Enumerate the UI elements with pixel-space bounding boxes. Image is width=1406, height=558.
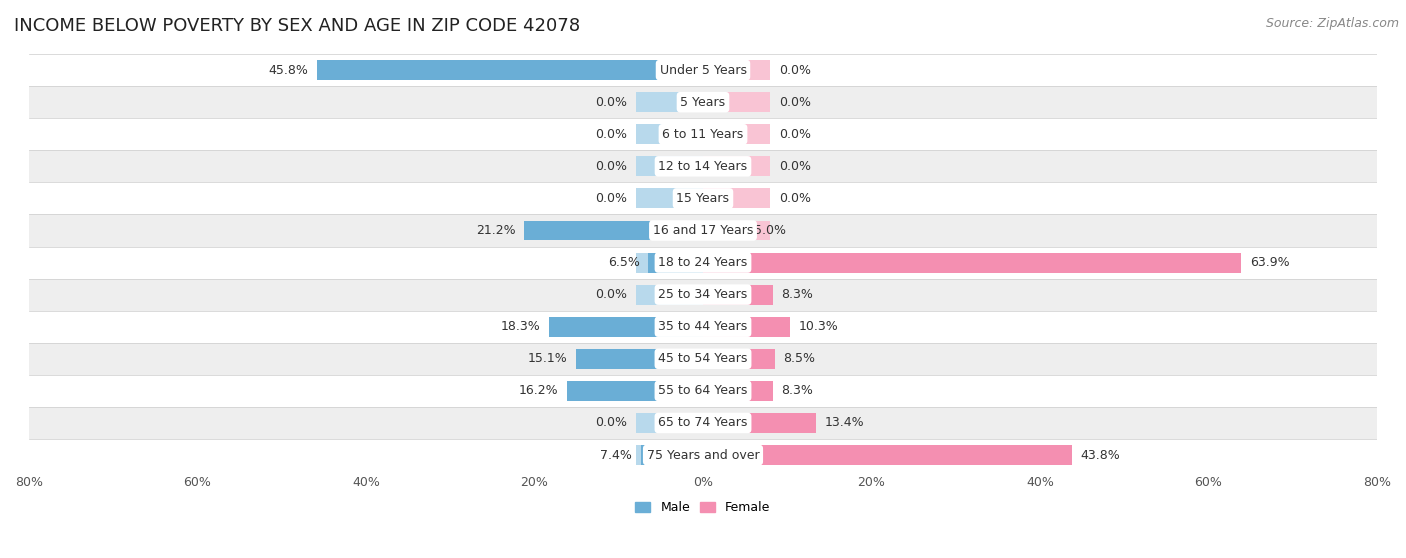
Text: 0.0%: 0.0% — [595, 192, 627, 205]
Bar — [30, 118, 1376, 150]
Bar — [30, 182, 1376, 214]
Text: 8.3%: 8.3% — [782, 288, 813, 301]
Text: Source: ZipAtlas.com: Source: ZipAtlas.com — [1265, 17, 1399, 30]
Bar — [30, 150, 1376, 182]
Bar — [703, 413, 770, 433]
Text: 6.5%: 6.5% — [607, 256, 640, 269]
Text: 0.0%: 0.0% — [595, 95, 627, 109]
Bar — [703, 317, 790, 336]
Text: 63.9%: 63.9% — [1250, 256, 1289, 269]
Bar — [703, 349, 770, 369]
Bar — [636, 381, 703, 401]
Bar — [30, 439, 1376, 471]
Bar — [636, 60, 703, 80]
Text: 35 to 44 Years: 35 to 44 Years — [658, 320, 748, 333]
Text: 6 to 11 Years: 6 to 11 Years — [662, 128, 744, 141]
Bar — [703, 381, 770, 401]
Bar — [576, 349, 703, 369]
Bar — [567, 381, 703, 401]
Text: 5.0%: 5.0% — [754, 224, 786, 237]
Text: 0.0%: 0.0% — [595, 160, 627, 173]
Text: 55 to 64 Years: 55 to 64 Years — [658, 384, 748, 397]
Bar — [30, 343, 1376, 375]
Bar — [703, 189, 770, 208]
Bar — [30, 86, 1376, 118]
Bar — [30, 247, 1376, 278]
Text: 0.0%: 0.0% — [779, 160, 811, 173]
Bar — [636, 445, 703, 465]
Bar — [703, 285, 773, 305]
Text: 0.0%: 0.0% — [595, 416, 627, 430]
Bar — [636, 189, 703, 208]
Text: 7.4%: 7.4% — [600, 449, 633, 461]
Bar — [636, 156, 703, 176]
Bar — [318, 60, 703, 80]
Text: 0.0%: 0.0% — [595, 288, 627, 301]
Text: 45 to 54 Years: 45 to 54 Years — [658, 352, 748, 365]
Text: 45.8%: 45.8% — [269, 64, 309, 76]
Bar — [548, 317, 703, 336]
Bar — [636, 349, 703, 369]
Bar — [703, 413, 815, 433]
Bar — [524, 220, 703, 240]
Bar — [703, 124, 770, 144]
Text: INCOME BELOW POVERTY BY SEX AND AGE IN ZIP CODE 42078: INCOME BELOW POVERTY BY SEX AND AGE IN Z… — [14, 17, 581, 35]
Bar — [636, 253, 703, 272]
Text: 13.4%: 13.4% — [824, 416, 863, 430]
Text: 18 to 24 Years: 18 to 24 Years — [658, 256, 748, 269]
Text: 16 and 17 Years: 16 and 17 Years — [652, 224, 754, 237]
Bar — [641, 445, 703, 465]
Text: 16.2%: 16.2% — [519, 384, 558, 397]
Bar — [30, 407, 1376, 439]
Bar — [703, 445, 770, 465]
Bar — [636, 92, 703, 112]
Text: 15.1%: 15.1% — [527, 352, 568, 365]
Bar — [703, 253, 770, 272]
Bar — [30, 375, 1376, 407]
Text: 21.2%: 21.2% — [477, 224, 516, 237]
Bar — [30, 54, 1376, 86]
Text: 12 to 14 Years: 12 to 14 Years — [658, 160, 748, 173]
Bar — [636, 124, 703, 144]
Bar — [636, 317, 703, 336]
Bar — [703, 445, 1071, 465]
Text: 75 Years and over: 75 Years and over — [647, 449, 759, 461]
Bar — [703, 381, 773, 401]
Bar — [703, 317, 770, 336]
Bar — [636, 413, 703, 433]
Text: 8.3%: 8.3% — [782, 384, 813, 397]
Text: 65 to 74 Years: 65 to 74 Years — [658, 416, 748, 430]
Bar — [703, 60, 770, 80]
Legend: Male, Female: Male, Female — [630, 496, 776, 519]
Text: 43.8%: 43.8% — [1080, 449, 1121, 461]
Text: 0.0%: 0.0% — [779, 64, 811, 76]
Bar — [703, 285, 770, 305]
Bar — [648, 253, 703, 272]
Bar — [636, 220, 703, 240]
Bar — [703, 220, 770, 240]
Bar — [703, 349, 775, 369]
Text: 5 Years: 5 Years — [681, 95, 725, 109]
Text: 8.5%: 8.5% — [783, 352, 815, 365]
Text: 0.0%: 0.0% — [779, 128, 811, 141]
Text: 0.0%: 0.0% — [595, 128, 627, 141]
Bar — [703, 253, 1241, 272]
Text: 18.3%: 18.3% — [501, 320, 540, 333]
Text: 0.0%: 0.0% — [779, 192, 811, 205]
Bar — [30, 214, 1376, 247]
Bar — [703, 92, 770, 112]
Text: 0.0%: 0.0% — [779, 95, 811, 109]
Bar — [30, 278, 1376, 311]
Bar — [636, 285, 703, 305]
Text: Under 5 Years: Under 5 Years — [659, 64, 747, 76]
Text: 25 to 34 Years: 25 to 34 Years — [658, 288, 748, 301]
Bar — [703, 156, 770, 176]
Text: 10.3%: 10.3% — [799, 320, 838, 333]
Text: 15 Years: 15 Years — [676, 192, 730, 205]
Bar — [703, 220, 745, 240]
Bar — [30, 311, 1376, 343]
